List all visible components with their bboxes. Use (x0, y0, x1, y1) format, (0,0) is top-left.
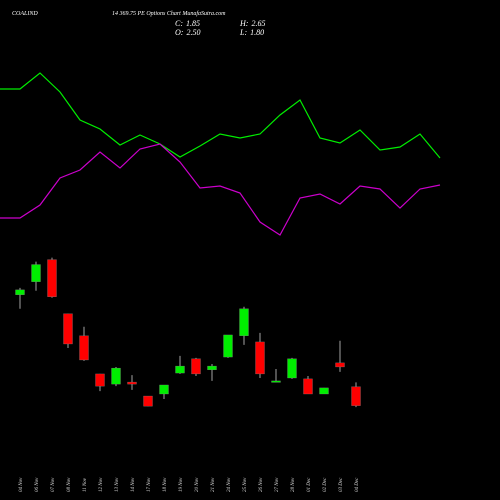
x-tick-label: 12 Nov (99, 477, 104, 492)
candle-body (79, 335, 89, 361)
candle-body (111, 367, 121, 385)
x-tick-label: 04 Dec (355, 477, 360, 492)
x-tick-label: 20 Nov (195, 477, 200, 492)
ohlc-value: 2.50 (186, 28, 200, 37)
candle-body (303, 378, 313, 395)
x-tick-label: 25 Nov (243, 477, 248, 492)
x-tick-label: 17 Nov (147, 477, 152, 492)
chart-title: COALIND (12, 11, 38, 17)
x-tick-label: 08 Nov (67, 477, 72, 492)
x-tick-label: 21 Nov (211, 477, 216, 492)
x-tick-label: 18 Nov (163, 477, 168, 492)
x-tick-label: 24 Nov (227, 477, 232, 492)
ohlc-text: L: 1.80 (239, 28, 264, 37)
candle-body (255, 341, 265, 375)
x-tick-label: 26 Nov (259, 477, 264, 492)
ohlc-label: O: (175, 28, 184, 37)
x-tick-label: 01 Dec (307, 477, 312, 492)
x-tick-label: 13 Nov (115, 477, 120, 492)
candle-body (191, 358, 201, 375)
candle-body (127, 381, 137, 385)
candle-body (207, 365, 217, 371)
candle-body (63, 313, 73, 345)
candle-body (15, 289, 25, 295)
ohlc-text: O: 2.50 (175, 28, 200, 37)
ohlc-text: C: 1.85 (175, 19, 200, 28)
x-tick-label: 02 Dec (323, 477, 328, 492)
candle-body (95, 373, 105, 387)
ohlc-value: 1.80 (250, 28, 264, 37)
candle-body (351, 386, 361, 406)
x-tick-label: 11 Nov (83, 477, 88, 492)
chart-subtitle: 14 369.75 PE Options Chart MunafaSutra.c… (112, 10, 226, 17)
candle-body (239, 308, 249, 336)
candle-body (223, 334, 233, 358)
indicator-line (0, 143, 441, 236)
indicator-line (0, 72, 441, 159)
ohlc-label: H: (239, 19, 249, 28)
x-tick-label: 27 Nov (275, 477, 280, 492)
x-tick-label: 07 Nov (51, 477, 56, 492)
candle-body (287, 358, 297, 379)
candle-body (143, 395, 153, 407)
candle-body (335, 362, 345, 368)
x-tick-label: 06 Nov (35, 477, 40, 492)
ohlc-label: L: (239, 28, 247, 37)
ohlc-text: H: 2.65 (239, 19, 265, 28)
candle-body (31, 264, 41, 282)
x-tick-label: 04 Nov (19, 477, 24, 492)
candle-body (159, 384, 169, 395)
ohlc-value: 1.85 (186, 19, 200, 28)
candle-body (271, 380, 281, 383)
x-tick-label: 03 Dec (339, 477, 344, 492)
x-tick-label: 28 Nov (291, 477, 296, 492)
candle-body (47, 259, 57, 297)
candle-body (319, 387, 329, 395)
candle-body (175, 365, 185, 374)
ohlc-value: 2.65 (251, 19, 265, 28)
x-tick-label: 14 Nov (131, 477, 136, 492)
ohlc-label: C: (175, 19, 183, 28)
x-tick-label: 19 Nov (179, 477, 184, 492)
